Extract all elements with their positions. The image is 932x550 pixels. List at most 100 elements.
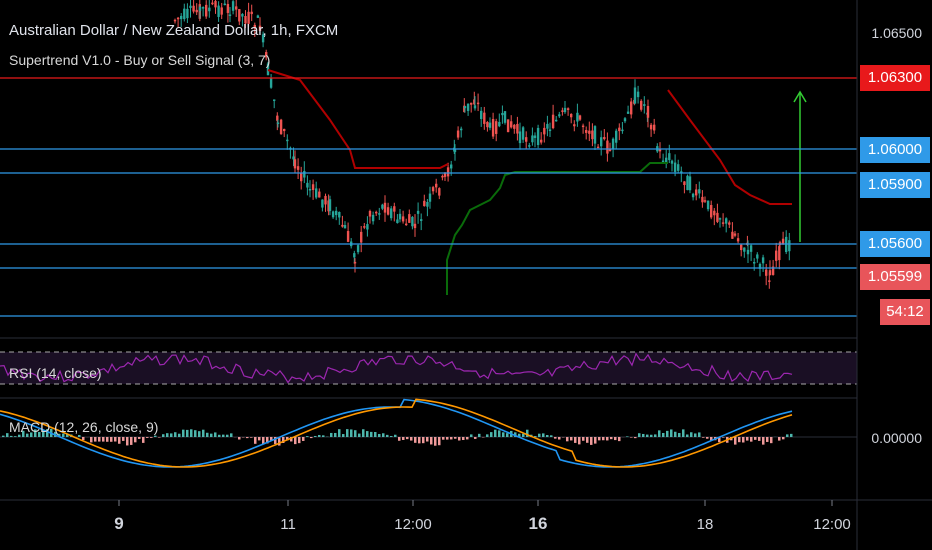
- candle-body: [228, 14, 232, 16]
- macd-histogram-bar: [434, 437, 437, 446]
- candle-body: [525, 137, 528, 142]
- macd-histogram-bar: [454, 437, 457, 439]
- macd-histogram-bar: [258, 437, 261, 441]
- candle-body: [343, 225, 347, 229]
- macd-histogram-bar: [586, 437, 589, 443]
- candle-body: [341, 224, 344, 227]
- candle-body: [513, 124, 516, 129]
- supertrend-layer: [267, 69, 807, 295]
- macd-histogram-bar: [250, 437, 253, 438]
- macd-histogram-bar: [6, 433, 9, 437]
- candle-body: [253, 24, 256, 29]
- candle-body: [408, 214, 411, 223]
- macd-histogram-bar: [394, 434, 397, 437]
- candle-body: [438, 188, 441, 196]
- candle-body: [771, 266, 775, 275]
- candle-body: [546, 123, 549, 129]
- candle-body: [214, 0, 217, 8]
- macd-histogram-bar: [18, 434, 21, 437]
- macd-histogram-bar: [450, 437, 453, 440]
- candle-body: [223, 3, 226, 6]
- candle-body: [286, 139, 289, 142]
- candle-body: [195, 9, 198, 13]
- candle-body: [426, 202, 429, 207]
- macd-histogram-bar: [138, 437, 141, 439]
- candle-body: [466, 103, 470, 111]
- candle-body: [488, 122, 492, 128]
- candle-body: [615, 130, 618, 143]
- candle-body: [643, 104, 646, 106]
- candle-body: [428, 193, 432, 202]
- macd-histogram-bar: [334, 432, 337, 437]
- macd-histogram-bar: [674, 431, 677, 437]
- macd-histogram-bar: [702, 437, 705, 438]
- candle-body: [503, 111, 507, 123]
- macd-histogram-bar: [770, 437, 773, 444]
- candle-body: [413, 223, 417, 229]
- candle-body: [363, 226, 366, 228]
- macd-histogram-bar: [426, 437, 429, 442]
- macd-histogram-bar: [590, 437, 593, 445]
- candle-body: [401, 216, 405, 222]
- signal-arrow-head: [793, 90, 807, 103]
- candle-body: [636, 91, 640, 98]
- candle-body: [381, 204, 384, 209]
- macd-histogram-bar: [366, 431, 369, 437]
- macd-histogram-bar: [126, 437, 129, 446]
- candle-body: [778, 246, 781, 261]
- candle-body: [176, 17, 180, 20]
- candle-body: [623, 118, 627, 122]
- macd-histogram-bar: [642, 433, 645, 437]
- macd-histogram-bar: [430, 437, 433, 445]
- macd-histogram-bar: [490, 432, 493, 437]
- candle-body: [566, 108, 570, 110]
- candle-body: [247, 11, 250, 24]
- candle-body: [588, 130, 591, 134]
- candle-body: [244, 15, 247, 24]
- macd-histogram-bar: [278, 437, 281, 446]
- candle-body: [371, 214, 375, 222]
- macd-histogram-bar: [62, 433, 65, 437]
- candle-body: [331, 211, 335, 218]
- candle-body: [593, 126, 597, 144]
- candle-body: [473, 105, 477, 109]
- macd-histogram-bar: [546, 434, 549, 437]
- candle-body: [649, 124, 653, 130]
- macd-histogram-bar: [30, 432, 33, 437]
- macd-histogram-bar: [690, 432, 693, 437]
- candle-body: [788, 240, 791, 252]
- chart-title: Australian Dollar / New Zealand Dollar, …: [9, 22, 339, 39]
- macd-histogram-bar: [558, 437, 561, 440]
- time-tick-3: 12:00: [394, 516, 432, 533]
- candle-body: [443, 173, 447, 177]
- macd-histogram-bar: [170, 433, 173, 437]
- candle-body: [740, 244, 743, 251]
- candle-body: [533, 135, 537, 138]
- macd-histogram-bar: [150, 437, 153, 438]
- candle-body: [338, 211, 341, 218]
- horizontal-lines[interactable]: [0, 77, 857, 317]
- candle-body: [390, 208, 393, 219]
- macd-histogram-bar: [634, 437, 637, 439]
- candle-body: [611, 138, 615, 150]
- macd-histogram-bar: [582, 437, 585, 441]
- macd-histogram-bar: [38, 431, 41, 437]
- candle-body: [328, 199, 332, 211]
- price-tick-top: 1.06500: [871, 25, 922, 41]
- macd-histogram-bar: [178, 433, 181, 437]
- macd-histogram-bar: [266, 437, 269, 444]
- candle-body: [321, 199, 324, 208]
- candle-body: [306, 182, 309, 188]
- macd-histogram-bar: [346, 429, 349, 437]
- candle-body: [653, 124, 656, 131]
- candle-body: [581, 125, 585, 128]
- candle-body: [335, 210, 338, 216]
- macd-histogram-bar: [758, 437, 761, 441]
- macd-histogram-bar: [382, 433, 385, 437]
- macd-histogram-bar: [158, 437, 161, 438]
- candle-body: [279, 119, 283, 135]
- candle-body: [540, 139, 543, 143]
- macd-histogram-bar: [422, 437, 425, 444]
